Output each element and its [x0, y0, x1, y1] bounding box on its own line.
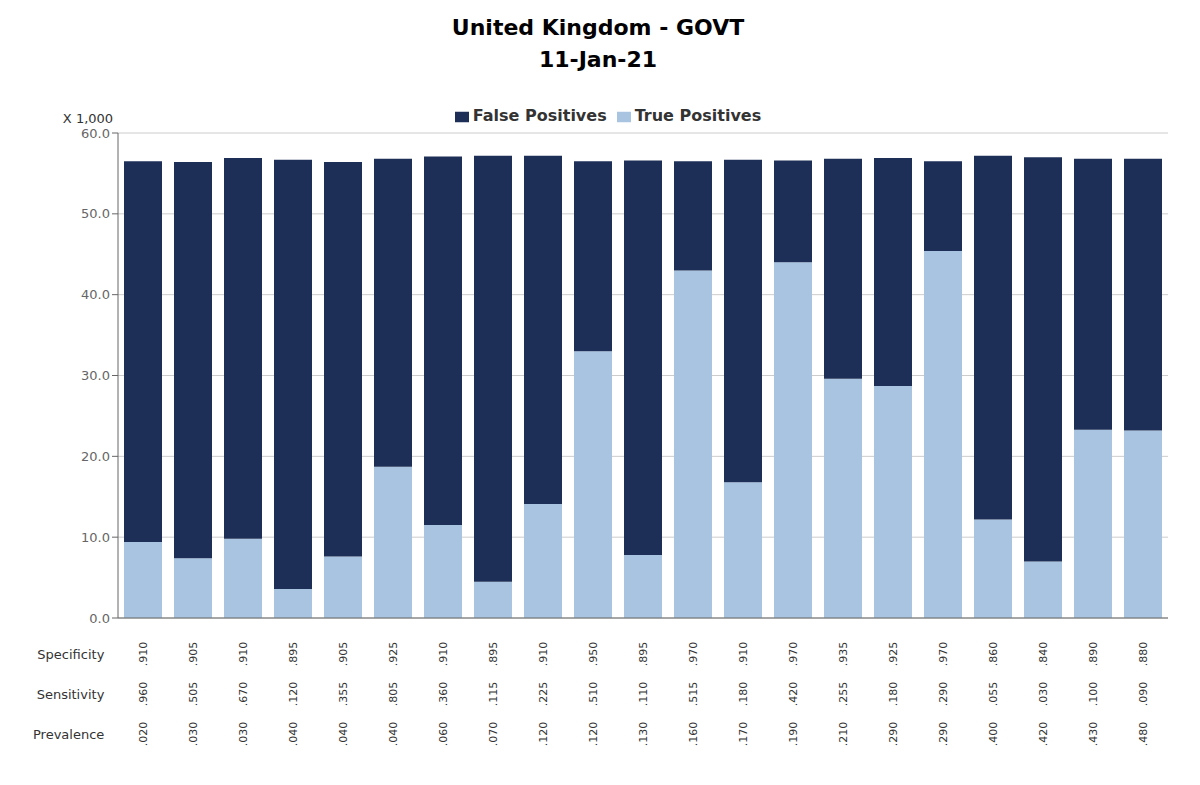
svg-text:.110: .110 — [637, 682, 650, 707]
svg-text:.905: .905 — [187, 642, 200, 667]
svg-text:.190: .190 — [787, 722, 800, 747]
svg-text:Prevalence: Prevalence — [33, 727, 104, 742]
svg-text:.100: .100 — [1087, 682, 1100, 707]
svg-text:.360: .360 — [437, 682, 450, 707]
svg-text:.420: .420 — [1037, 722, 1050, 747]
svg-text:0.0: 0.0 — [89, 611, 110, 626]
svg-text:.510: .510 — [587, 682, 600, 707]
svg-text:.030: .030 — [1037, 682, 1050, 707]
svg-text:.020: .020 — [137, 722, 150, 747]
svg-text:.210: .210 — [837, 722, 850, 747]
svg-text:30.0: 30.0 — [81, 368, 110, 383]
svg-text:Sensitivity: Sensitivity — [37, 687, 105, 702]
svg-text:.055: .055 — [987, 682, 1000, 707]
svg-text:.895: .895 — [637, 642, 650, 667]
svg-text:.935: .935 — [837, 642, 850, 667]
svg-text:.890: .890 — [1087, 642, 1100, 667]
svg-text:.970: .970 — [687, 642, 700, 667]
svg-text:.180: .180 — [737, 682, 750, 707]
svg-text:.120: .120 — [587, 722, 600, 747]
svg-text:.670: .670 — [237, 682, 250, 707]
svg-text:20.0: 20.0 — [81, 449, 110, 464]
svg-text:.180: .180 — [887, 682, 900, 707]
svg-text:.505: .505 — [187, 682, 200, 707]
svg-text:.040: .040 — [287, 722, 300, 747]
svg-text:.910: .910 — [137, 642, 150, 667]
svg-text:60.0: 60.0 — [81, 126, 110, 141]
svg-text:Specificity: Specificity — [37, 647, 104, 662]
svg-text:.225: .225 — [537, 682, 550, 707]
svg-text:.840: .840 — [1037, 642, 1050, 667]
svg-text:.905: .905 — [337, 642, 350, 667]
svg-text:.290: .290 — [937, 722, 950, 747]
svg-text:.290: .290 — [937, 682, 950, 707]
svg-text:.880: .880 — [1137, 642, 1150, 667]
svg-text:.040: .040 — [387, 722, 400, 747]
svg-text:.090: .090 — [1137, 682, 1150, 707]
svg-text:.910: .910 — [237, 642, 250, 667]
svg-text:.970: .970 — [787, 642, 800, 667]
svg-text:.950: .950 — [587, 642, 600, 667]
svg-text:.255: .255 — [837, 682, 850, 707]
svg-text:.860: .860 — [987, 642, 1000, 667]
svg-text:.970: .970 — [937, 642, 950, 667]
svg-text:.070: .070 — [487, 722, 500, 747]
svg-text:.160: .160 — [687, 722, 700, 747]
svg-text:10.0: 10.0 — [81, 530, 110, 545]
svg-text:.115: .115 — [487, 682, 500, 707]
svg-text:.925: .925 — [387, 642, 400, 667]
svg-text:.420: .420 — [787, 682, 800, 707]
html-text:11-Jan-21: 11-Jan-21 — [538, 47, 658, 72]
svg-text:.355: .355 — [337, 682, 350, 707]
svg-text:.910: .910 — [537, 642, 550, 667]
svg-text:.430: .430 — [1087, 722, 1100, 747]
svg-text:.040: .040 — [337, 722, 350, 747]
svg-text:50.0: 50.0 — [81, 206, 110, 221]
svg-text:.060: .060 — [437, 722, 450, 747]
svg-text:.960: .960 — [137, 682, 150, 707]
svg-text:.290: .290 — [887, 722, 900, 747]
html-text:False Positives: False Positives — [472, 106, 607, 125]
svg-text:.480: .480 — [1137, 722, 1150, 747]
svg-text:.130: .130 — [637, 722, 650, 747]
svg-text:.895: .895 — [487, 642, 500, 667]
svg-text:.895: .895 — [287, 642, 300, 667]
html-text:United Kingdom - GOVT: United Kingdom - GOVT — [451, 15, 745, 40]
svg-text:.925: .925 — [887, 642, 900, 667]
html-text:True Positives: True Positives — [634, 106, 762, 125]
svg-text:.170: .170 — [737, 722, 750, 747]
svg-text:40.0: 40.0 — [81, 287, 110, 302]
svg-text:.030: .030 — [187, 722, 200, 747]
svg-text:.910: .910 — [437, 642, 450, 667]
svg-text:.910: .910 — [737, 642, 750, 667]
svg-text:X 1,000: X 1,000 — [63, 111, 113, 126]
svg-text:.515: .515 — [687, 682, 700, 707]
svg-text:.120: .120 — [537, 722, 550, 747]
svg-text:.805: .805 — [387, 682, 400, 707]
svg-text:.120: .120 — [287, 682, 300, 707]
svg-text:.030: .030 — [237, 722, 250, 747]
svg-text:.400: .400 — [987, 722, 1000, 747]
